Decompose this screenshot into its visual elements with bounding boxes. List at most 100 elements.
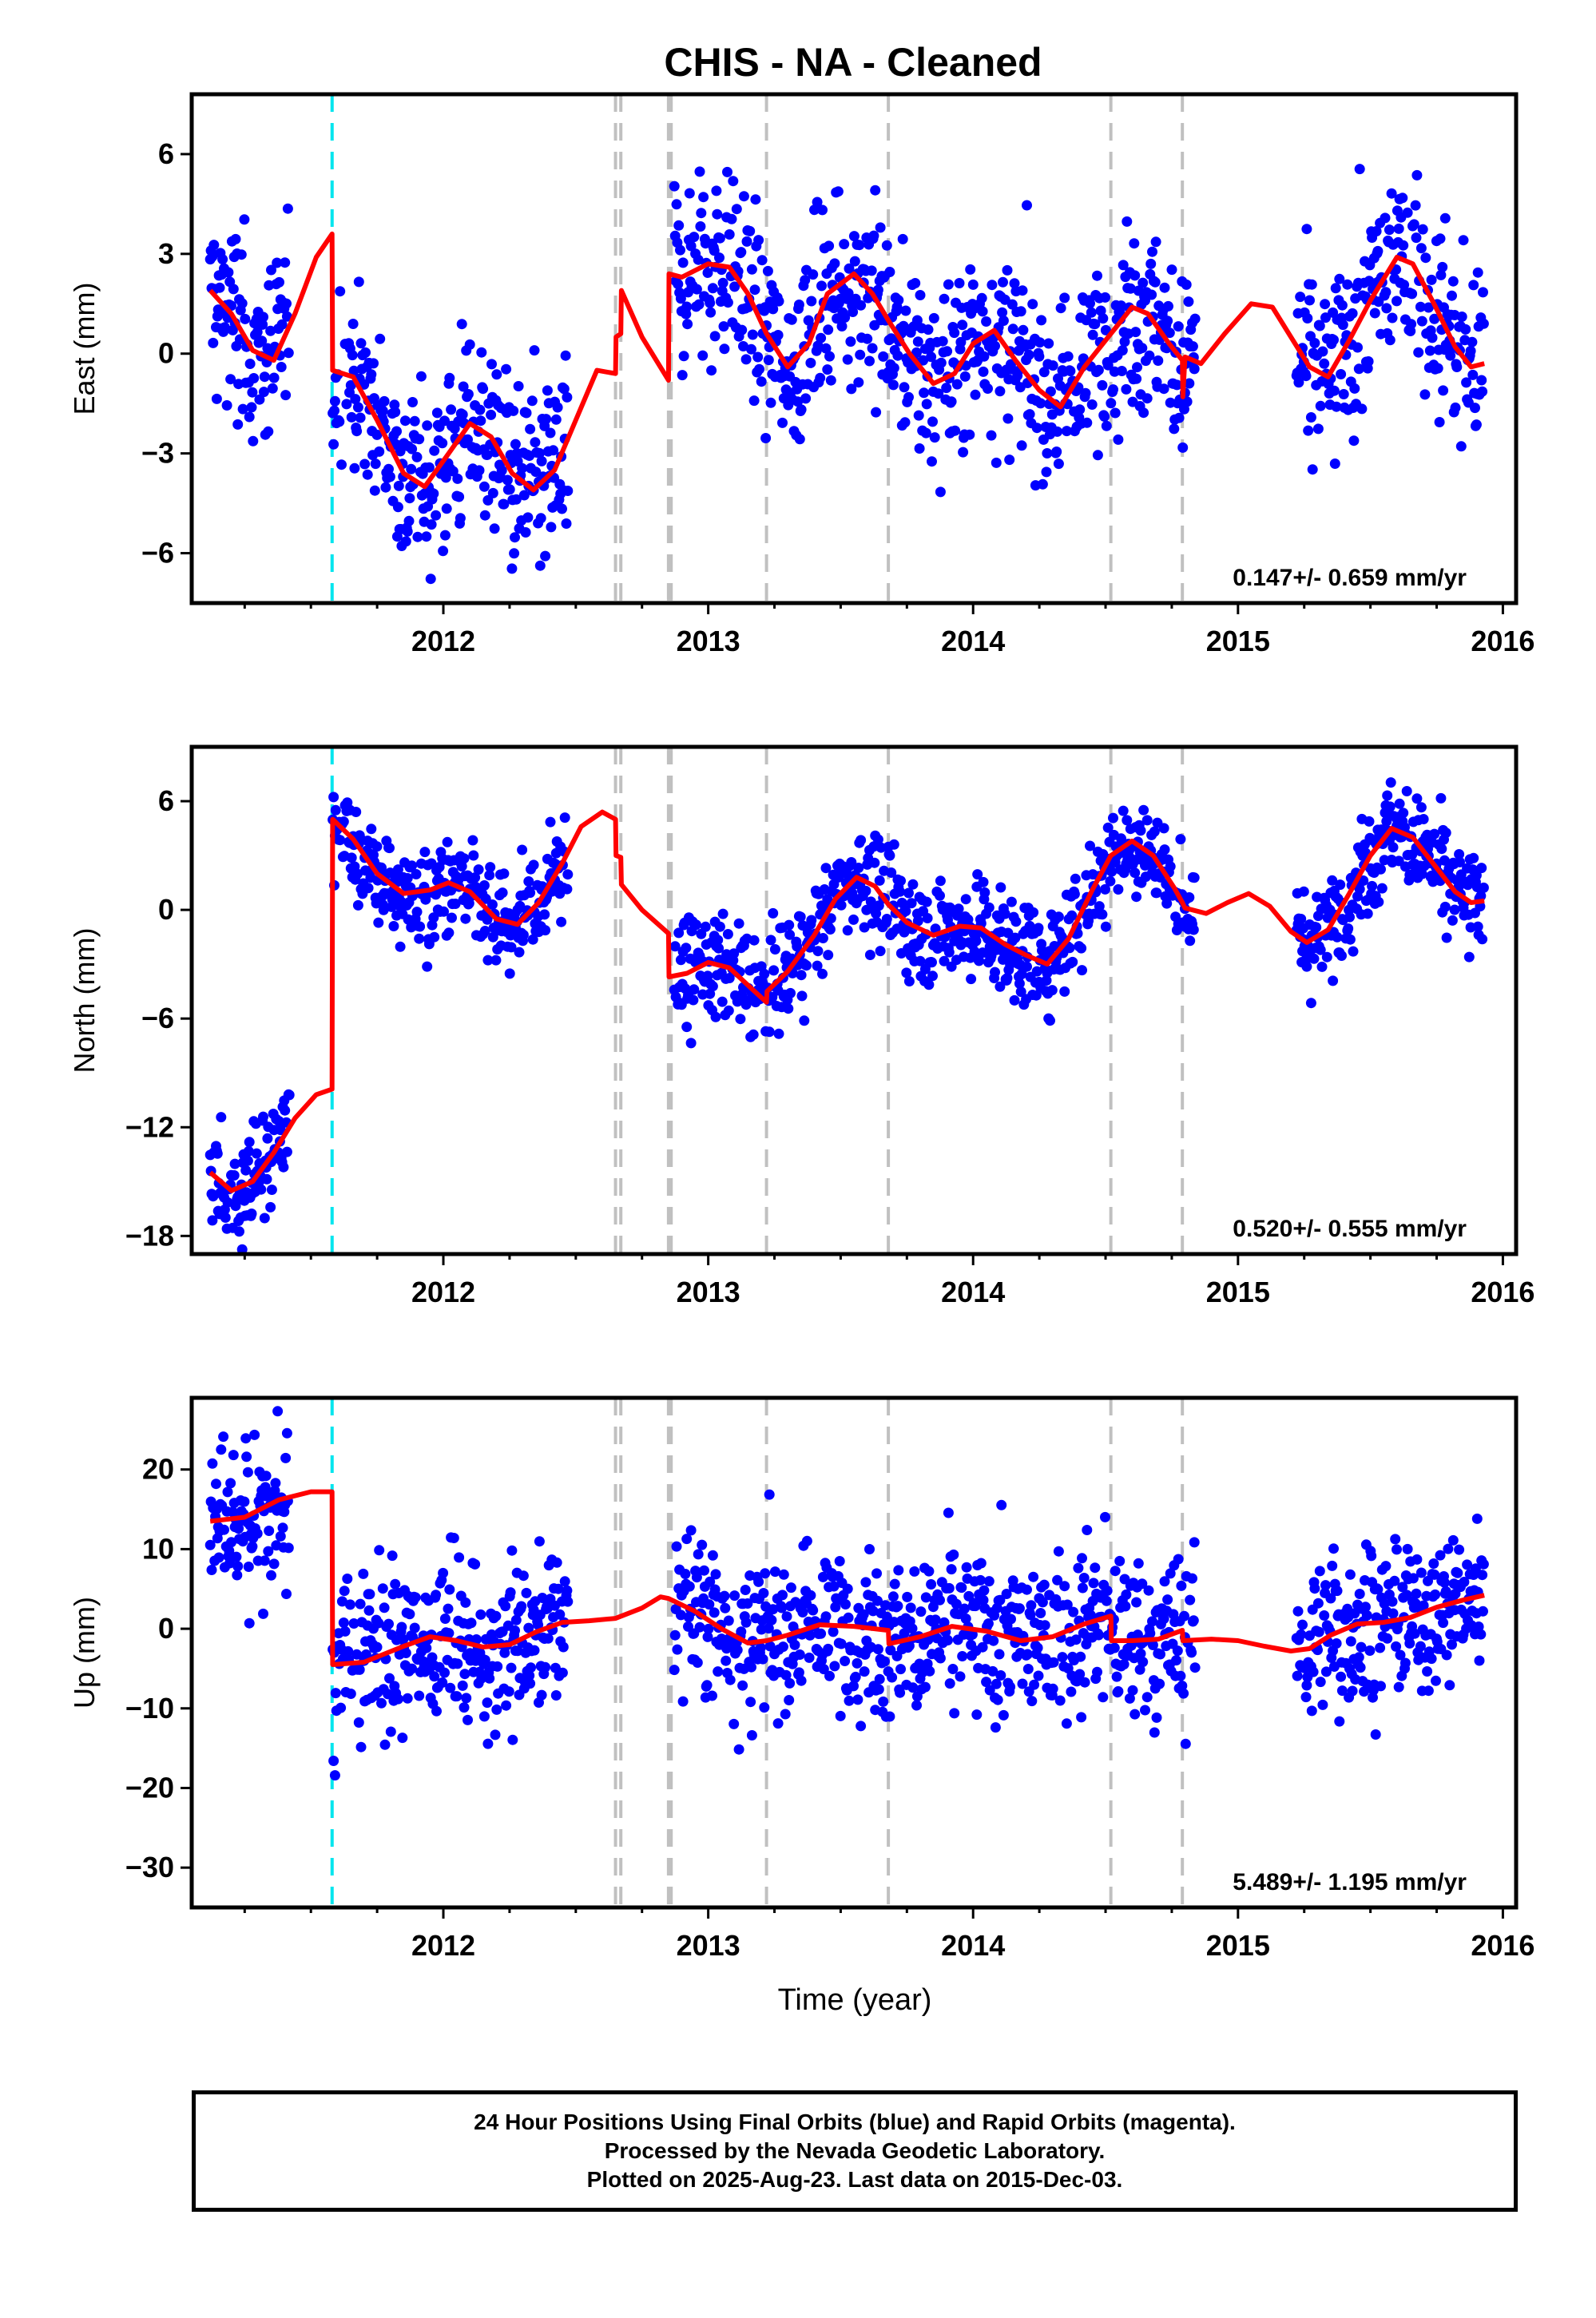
observation-point <box>334 416 345 427</box>
observation-point <box>443 1628 455 1639</box>
observation-point <box>903 887 914 899</box>
observation-point <box>984 1685 995 1696</box>
observation-point <box>518 930 529 940</box>
observation-point <box>559 812 570 824</box>
observation-point <box>675 1610 686 1621</box>
observation-point <box>468 850 479 861</box>
observation-point <box>1454 849 1465 859</box>
observation-point <box>705 307 717 318</box>
observation-point <box>533 1619 544 1630</box>
observation-point <box>1120 1601 1131 1612</box>
observation-point <box>1002 413 1014 424</box>
observation-point <box>1461 377 1472 388</box>
observation-point <box>763 1623 774 1634</box>
observation-point <box>1429 828 1440 839</box>
observation-point <box>872 834 883 845</box>
observation-point <box>725 1674 736 1685</box>
observation-point <box>562 486 574 496</box>
observation-point <box>1016 440 1027 451</box>
observation-point <box>872 284 883 296</box>
observation-point <box>1030 990 1042 1001</box>
x-tick-label: 2012 <box>411 625 475 657</box>
observation-point <box>1144 350 1155 361</box>
observation-point <box>1077 965 1087 976</box>
observation-point <box>1098 313 1109 324</box>
observation-point <box>709 1607 720 1618</box>
observation-point <box>1145 258 1157 269</box>
observation-point <box>268 1558 280 1570</box>
observation-point <box>1388 842 1399 853</box>
observation-point <box>437 1677 448 1688</box>
observation-point <box>1320 1666 1332 1677</box>
observation-point <box>451 1691 463 1702</box>
observation-point <box>1439 855 1450 866</box>
observation-point <box>1051 447 1062 457</box>
observation-point <box>760 1568 771 1579</box>
observation-point <box>1387 1596 1398 1607</box>
observation-point <box>246 402 257 413</box>
observation-point <box>756 255 768 266</box>
observation-point <box>701 1680 713 1691</box>
observation-point <box>366 824 377 835</box>
observation-point <box>860 885 871 896</box>
observation-point <box>1034 351 1045 362</box>
observation-point <box>400 536 411 547</box>
observation-point <box>685 1038 697 1049</box>
observation-point <box>682 319 693 330</box>
observation-point <box>951 379 963 390</box>
observation-point <box>1301 224 1312 235</box>
observation-point <box>1319 1610 1330 1621</box>
observation-point <box>1441 932 1452 943</box>
observation-point <box>689 984 700 995</box>
observation-point <box>859 1666 870 1677</box>
observation-point <box>1042 448 1053 458</box>
observation-point <box>693 299 705 310</box>
observation-point <box>1087 329 1098 340</box>
observation-point <box>1151 887 1162 899</box>
observation-point <box>1177 442 1189 453</box>
observation-point <box>445 1682 456 1693</box>
observation-point <box>211 1479 221 1490</box>
observation-point <box>748 395 760 407</box>
observation-point <box>339 1586 350 1597</box>
observation-point <box>1337 320 1348 331</box>
observation-point <box>1471 1513 1483 1524</box>
observation-point <box>1067 956 1078 967</box>
observation-point <box>1423 1685 1434 1697</box>
observation-point <box>1382 1633 1393 1644</box>
observation-point <box>375 333 386 344</box>
observation-point <box>459 853 470 864</box>
observation-point <box>859 922 870 933</box>
observation-point <box>1320 1580 1331 1591</box>
observation-point <box>724 229 735 240</box>
observation-point <box>675 955 686 966</box>
observation-point <box>386 901 397 912</box>
y-tick-label: −18 <box>125 1219 174 1252</box>
observation-point <box>912 915 923 927</box>
observation-point <box>915 955 926 966</box>
observation-point <box>542 385 553 396</box>
observation-point <box>1470 403 1480 414</box>
observation-point <box>1029 1679 1040 1690</box>
observation-point <box>967 279 979 290</box>
observation-point <box>1176 1580 1187 1591</box>
observation-point <box>1059 986 1070 997</box>
observation-point <box>1175 834 1186 845</box>
observation-point <box>1162 316 1173 327</box>
observation-point <box>828 1581 840 1592</box>
observation-point <box>284 1090 295 1101</box>
observation-point <box>692 1657 703 1668</box>
observation-point <box>907 1623 918 1634</box>
observation-point <box>1009 278 1020 289</box>
observation-point <box>737 1680 748 1691</box>
observation-point <box>702 970 713 982</box>
observation-point <box>1435 1550 1446 1561</box>
observation-point <box>951 1598 962 1610</box>
observation-point <box>1179 1610 1189 1621</box>
observation-point <box>256 1184 267 1195</box>
observation-point <box>1082 1525 1093 1535</box>
observation-point <box>529 1645 540 1656</box>
observation-point <box>1165 861 1176 872</box>
observation-point <box>1180 1738 1191 1749</box>
observation-point <box>1151 1712 1162 1723</box>
